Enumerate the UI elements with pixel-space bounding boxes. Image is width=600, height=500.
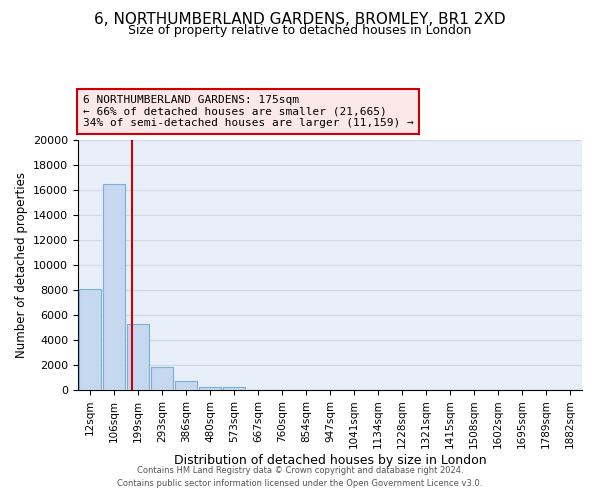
Text: Contains HM Land Registry data © Crown copyright and database right 2024.
Contai: Contains HM Land Registry data © Crown c… <box>118 466 482 487</box>
Bar <box>127 324 149 390</box>
X-axis label: Distribution of detached houses by size in London: Distribution of detached houses by size … <box>173 454 487 467</box>
Text: Size of property relative to detached houses in London: Size of property relative to detached ho… <box>128 24 472 37</box>
Bar <box>223 387 245 390</box>
Bar <box>79 289 101 390</box>
Bar <box>151 367 173 390</box>
Text: 6, NORTHUMBERLAND GARDENS, BROMLEY, BR1 2XD: 6, NORTHUMBERLAND GARDENS, BROMLEY, BR1 … <box>94 12 506 28</box>
Bar <box>103 184 125 390</box>
Text: 6 NORTHUMBERLAND GARDENS: 175sqm
← 66% of detached houses are smaller (21,665)
3: 6 NORTHUMBERLAND GARDENS: 175sqm ← 66% o… <box>83 95 414 128</box>
Y-axis label: Number of detached properties: Number of detached properties <box>14 172 28 358</box>
Bar <box>199 386 221 390</box>
Bar <box>175 380 197 390</box>
